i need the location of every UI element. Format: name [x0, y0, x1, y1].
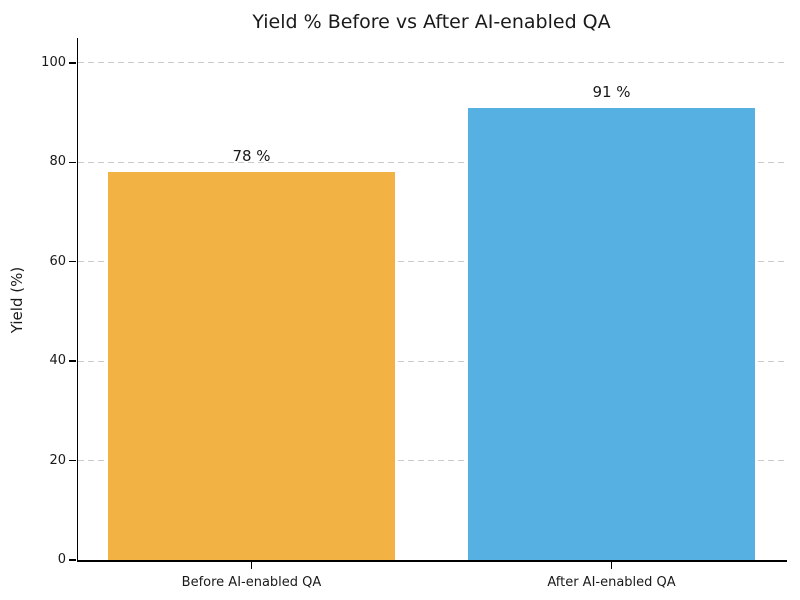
bar-before — [108, 172, 395, 560]
y-tick-label: 40 — [49, 353, 66, 369]
y-tick-label: 80 — [49, 154, 66, 170]
plot-area: 78 % 91 % 0 20 40 60 80 100 Before AI-enabled … — [41, 38, 787, 590]
y-tick-mark — [69, 559, 76, 561]
y-tick-label: 100 — [41, 54, 66, 70]
gridline — [78, 460, 787, 462]
y-tick-mark — [69, 161, 76, 164]
y-tick-mark — [69, 260, 76, 263]
bar-value-label: 91 % — [592, 82, 631, 101]
gridline — [78, 161, 787, 163]
gridline — [78, 62, 787, 64]
y-tick-mark — [69, 459, 76, 462]
bar-after — [468, 107, 755, 560]
gridline — [78, 261, 787, 263]
chart-title: Yield % Before vs After AI-enabled QA — [252, 11, 611, 33]
x-tick-mark — [610, 562, 613, 569]
x-tick-mark — [250, 562, 253, 569]
gridline — [78, 360, 787, 362]
y-tick-label: 60 — [49, 253, 66, 269]
y-tick-label: 20 — [49, 452, 66, 468]
y-tick-mark — [69, 62, 76, 64]
x-tick-label: Before AI-enabled QA — [181, 575, 322, 590]
bar-value-label: 78 % — [232, 147, 271, 166]
y-tick-mark — [69, 360, 76, 362]
y-tick-label: 0 — [57, 552, 66, 567]
x-tick-label: After AI-enabled QA — [547, 575, 676, 590]
